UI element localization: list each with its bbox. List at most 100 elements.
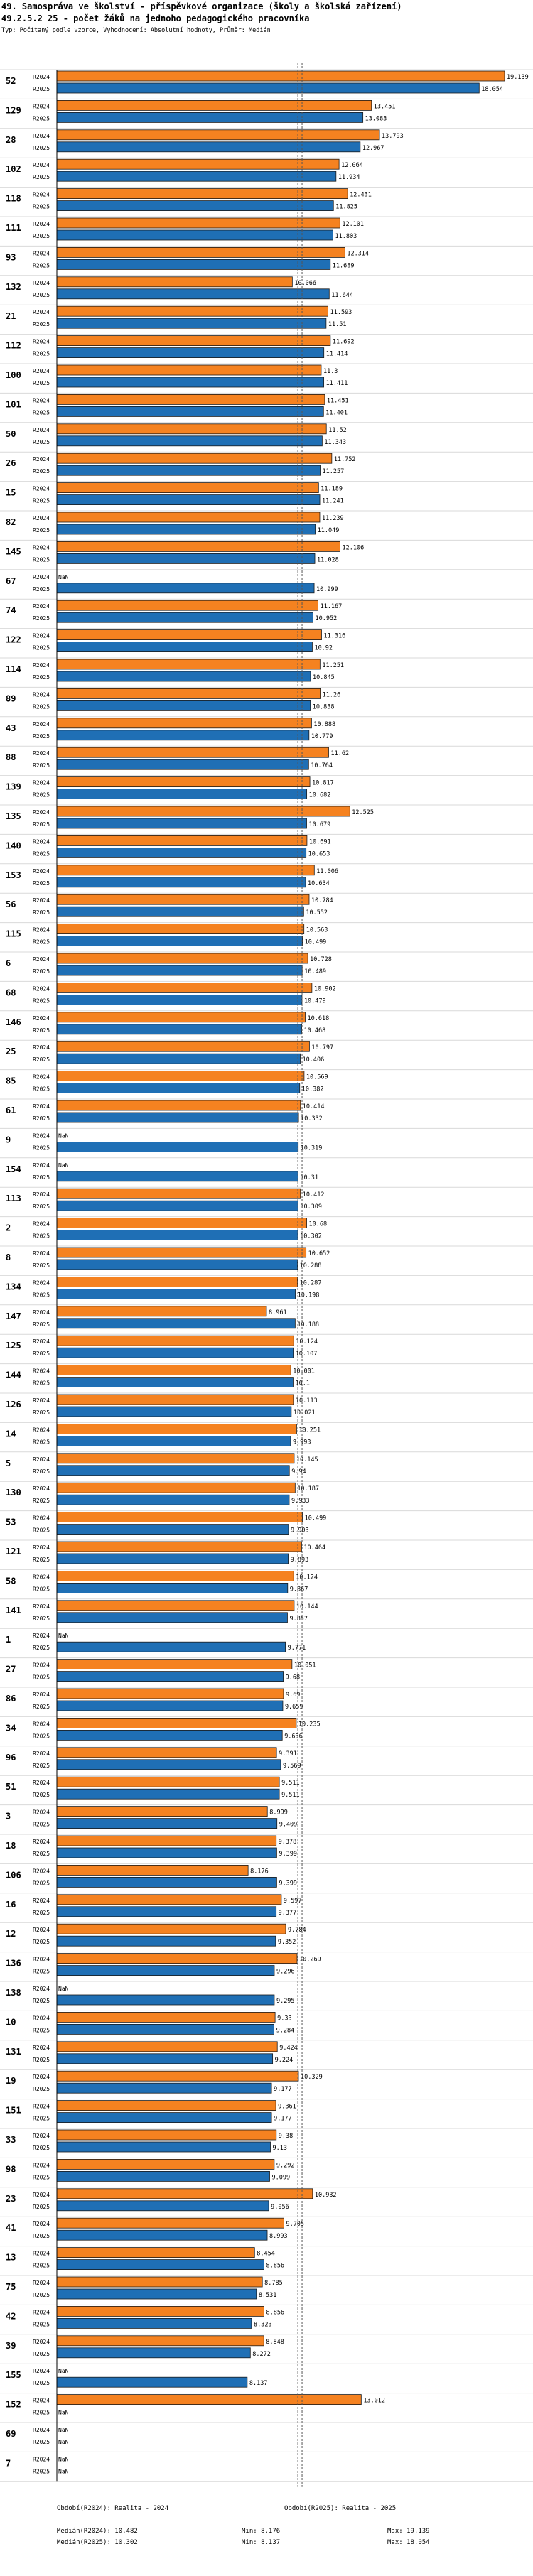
category-label: 43 [6,723,16,733]
value-label: 8.531 [259,2292,277,2299]
bar-r2024 [56,2335,264,2347]
series-label: R2025 [33,1115,50,1122]
value-label: 11.752 [334,456,356,463]
series-label: R2025 [33,1468,50,1475]
value-label: 9.284 [276,2027,295,2034]
category-label: 140 [6,840,21,850]
category-label: 88 [6,752,16,762]
value-label: 11.316 [323,633,345,640]
category-label: 115 [6,929,21,939]
max-r2025: Max: 18.054 [387,2539,430,2546]
bar-r2024 [56,2158,275,2170]
value-label: 9.361 [278,2104,296,2111]
bar-r2025 [56,1142,299,1152]
series-label: R2025 [33,2468,50,2474]
series-label: R2025 [33,1321,50,1328]
category-label: 21 [6,311,16,321]
category-label: 82 [6,517,16,527]
value-label: 10.479 [304,997,326,1005]
bar-r2024 [56,659,321,670]
value-label: 8.785 [264,2280,283,2287]
category-label: 129 [6,105,21,115]
value-label: 8.454 [257,2251,275,2258]
value-label: 10.31 [300,1174,318,1181]
bar-r2024 [56,1953,298,1964]
category-label: 14 [6,1429,16,1439]
value-label: 9.784 [288,1927,306,1934]
series-label: R2024 [33,1515,50,1522]
series-label: R2025 [33,615,50,622]
bar-r2025 [56,2259,264,2271]
bar-r2024 [56,1806,268,1817]
value-label: 11.251 [322,662,344,669]
series-label: R2024 [33,427,50,433]
series-label: R2025 [33,850,50,857]
series-label: R2024 [33,1250,50,1257]
category-label: 139 [6,782,21,792]
category-label: 26 [6,458,16,468]
bar-r2024 [56,776,311,787]
value-label: 11.006 [316,868,338,875]
series-label: R2024 [33,74,50,80]
value-label: 10.92 [314,645,333,652]
bar-r2025 [56,1641,286,1652]
value-label: 10.468 [304,1027,326,1034]
bar-r2024 [56,394,325,405]
bar-r2025 [56,435,323,447]
series-label: R2024 [33,2221,50,2227]
value-label: 13.083 [365,115,387,122]
value-label: 10.302 [300,1233,322,1240]
value-label: 8.961 [269,1309,287,1316]
value-label: 9.352 [278,1939,296,1946]
series-label: R2025 [33,586,50,592]
series-label: R2025 [33,2057,50,2063]
bar-r2025 [56,1759,281,1770]
category-label: 7 [6,2458,11,2468]
series-label: R2025 [33,2145,50,2151]
series-label: R2025 [33,380,50,386]
bar-r2024 [56,217,340,229]
series-label: R2025 [33,1056,50,1063]
bar-r2024 [56,1041,310,1052]
series-label: R2025 [33,145,50,151]
value-label: 10.952 [316,615,338,622]
bar-r2024 [56,2276,263,2288]
bar-r2025 [56,1494,290,1505]
bar-r2025 [56,2141,271,2153]
bar-r2025 [56,1847,277,1858]
value-label: 10.728 [310,956,332,963]
bar-r2025 [56,2376,248,2388]
value-label: 10.269 [299,1957,321,1964]
value-label: 12.106 [342,544,364,551]
value-label: 11.692 [333,339,355,346]
bar-r2025 [56,759,309,770]
category-label: 153 [6,870,21,880]
series-label: R2025 [33,1380,50,1387]
series-label: R2024 [33,2280,50,2286]
series-label: R2024 [33,2427,50,2433]
series-label: R2025 [33,1880,50,1886]
category-label: 50 [6,429,16,439]
bar-r2025 [56,524,316,535]
value-label: 9.224 [275,2057,294,2064]
category-label: 41 [6,2223,16,2233]
value-label: 9.177 [274,2116,292,2123]
bar-r2025 [56,200,334,212]
bar-r2025 [56,1347,294,1358]
na-label: NaN [58,574,69,580]
bar-r2025 [56,642,313,652]
category-label: 146 [6,1017,21,1027]
series-label: R2024 [33,1692,50,1698]
bar-r2024 [56,835,308,846]
value-label: 9.38 [279,2133,293,2140]
bar-r2025 [56,347,325,359]
value-label: 11.26 [323,691,341,698]
value-label: 11.451 [327,397,349,404]
value-label: 8.848 [266,2339,284,2346]
series-label: R2024 [33,515,50,521]
series-label: R2025 [33,1351,50,1357]
na-label: NaN [58,1132,69,1139]
bar-r2025 [56,1289,296,1299]
value-label: 10.113 [296,1397,318,1405]
bar-r2024 [56,1424,297,1434]
